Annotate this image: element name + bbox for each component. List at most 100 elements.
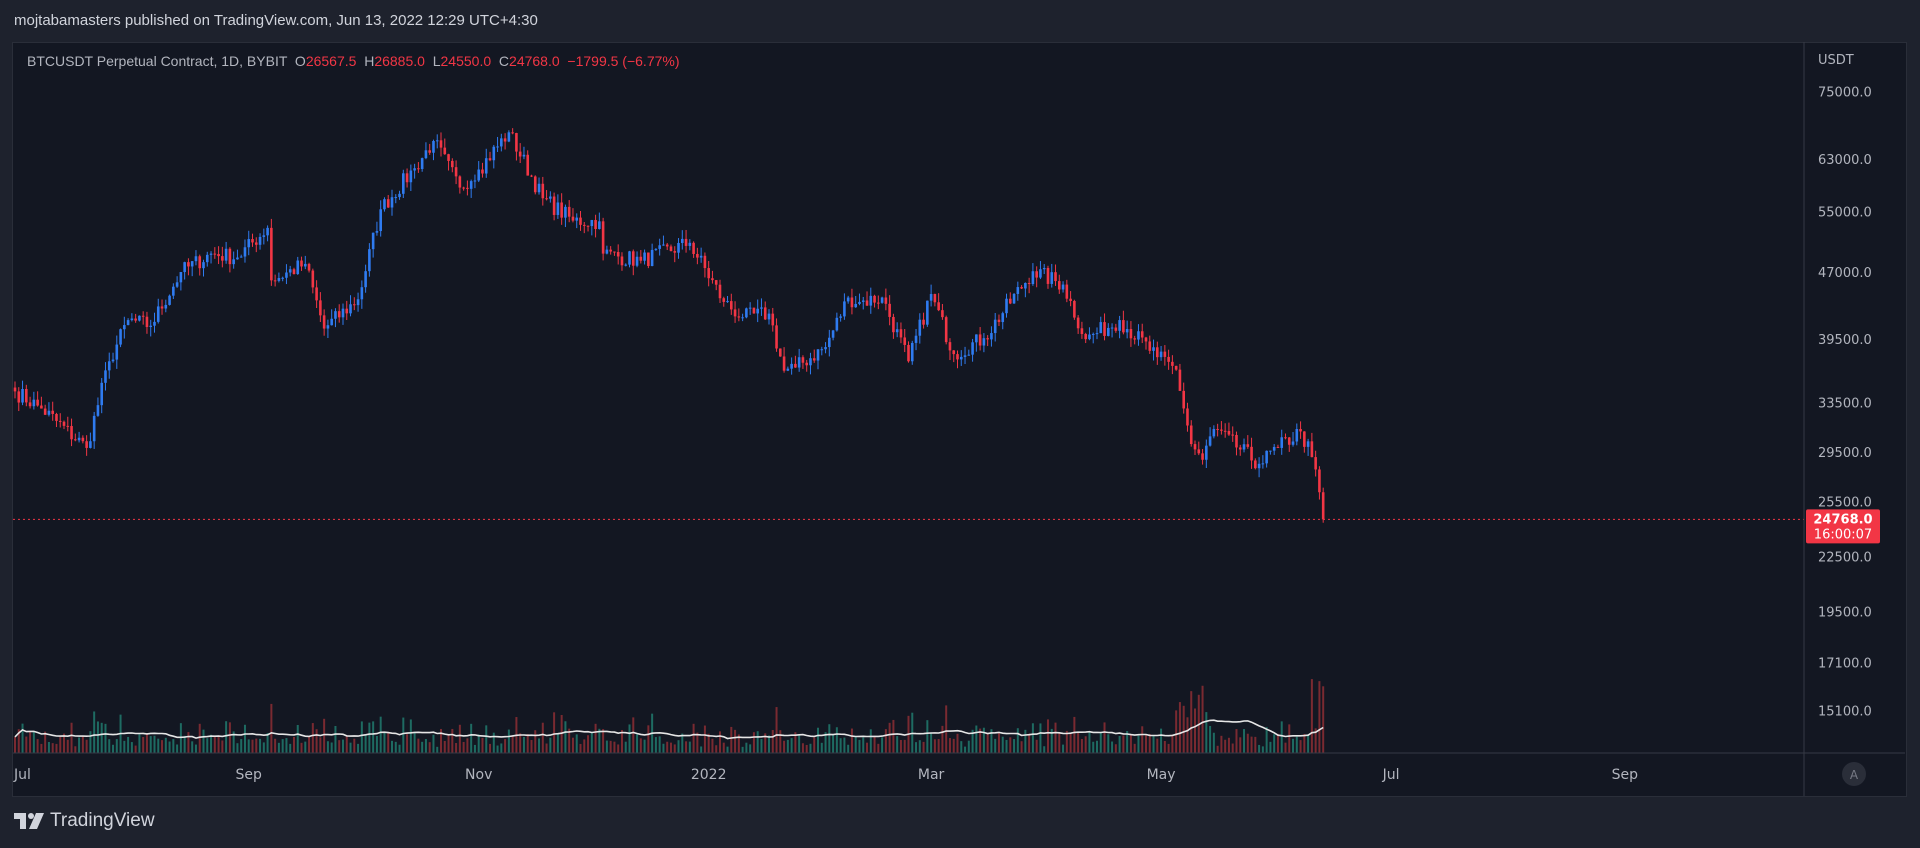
auto-scale-button[interactable]: A bbox=[1842, 762, 1866, 786]
volume-bar bbox=[839, 738, 842, 753]
candle bbox=[1061, 281, 1065, 293]
volume-bar bbox=[1073, 716, 1076, 753]
volume-bar bbox=[1099, 732, 1102, 753]
candle bbox=[564, 204, 567, 228]
candle bbox=[111, 352, 115, 363]
volume-bar bbox=[598, 728, 601, 753]
volume-bar bbox=[779, 730, 782, 753]
volume-bar bbox=[734, 729, 737, 753]
candle bbox=[322, 309, 326, 336]
candle bbox=[364, 264, 367, 293]
volume-bar bbox=[956, 733, 959, 753]
open-label: O bbox=[294, 53, 306, 69]
volume-bar bbox=[824, 732, 827, 753]
volume-bar bbox=[703, 725, 706, 753]
candle bbox=[556, 194, 560, 219]
time-tick-label: Mar bbox=[918, 767, 945, 783]
candle bbox=[839, 314, 842, 322]
candle bbox=[1027, 277, 1031, 294]
candle bbox=[1261, 455, 1265, 469]
chart-frame[interactable] bbox=[12, 42, 1907, 797]
candle bbox=[1246, 435, 1250, 449]
price-tick-label: 75000.0 bbox=[1818, 86, 1872, 101]
volume-bar bbox=[202, 729, 205, 753]
candle bbox=[183, 261, 186, 280]
volume-bar bbox=[251, 739, 254, 753]
volume-bar bbox=[681, 733, 684, 753]
volume-bar bbox=[1220, 735, 1223, 753]
volume-bar bbox=[602, 729, 605, 753]
volume-bar bbox=[70, 722, 73, 753]
candle bbox=[451, 158, 454, 173]
candle bbox=[254, 237, 258, 253]
volume-bar bbox=[1265, 727, 1268, 753]
volume-bar bbox=[259, 738, 262, 753]
symbol-description[interactable]: BTCUSDT Perpetual Contract, 1D, BYBIT bbox=[27, 53, 288, 69]
candle bbox=[424, 142, 428, 160]
volume-bar bbox=[1295, 736, 1298, 753]
volume-bar bbox=[1013, 739, 1016, 753]
candle bbox=[654, 248, 658, 251]
candle bbox=[205, 251, 209, 267]
candle bbox=[1287, 436, 1291, 452]
volume-bar bbox=[1062, 744, 1065, 753]
candle bbox=[394, 194, 398, 204]
candle bbox=[613, 251, 616, 256]
volume-bar bbox=[669, 742, 672, 753]
candle bbox=[1159, 346, 1163, 361]
volume-bar bbox=[1284, 742, 1287, 753]
candle bbox=[1208, 427, 1212, 447]
candle bbox=[285, 264, 288, 285]
candle bbox=[1024, 282, 1027, 298]
candle bbox=[1091, 332, 1095, 344]
candle bbox=[888, 295, 891, 326]
candle bbox=[153, 312, 156, 333]
candle bbox=[733, 301, 737, 323]
candle bbox=[458, 175, 462, 194]
candle bbox=[168, 294, 171, 306]
volume-bar bbox=[1167, 743, 1170, 753]
volume-bar bbox=[832, 734, 835, 753]
candle bbox=[1280, 429, 1284, 455]
volume-bar bbox=[500, 743, 503, 753]
candle bbox=[266, 225, 269, 242]
volume-bar bbox=[1205, 712, 1208, 753]
candle bbox=[745, 307, 748, 319]
volume-bar bbox=[372, 721, 375, 753]
volume-bar bbox=[417, 738, 420, 753]
price-tick-label: 17100.0 bbox=[1818, 656, 1872, 671]
candle bbox=[910, 340, 914, 365]
volume-bar bbox=[432, 734, 435, 753]
volume-bar bbox=[100, 722, 103, 753]
candle bbox=[1095, 327, 1099, 340]
volume-bar bbox=[1288, 724, 1291, 753]
candle bbox=[993, 312, 997, 342]
candle bbox=[1118, 315, 1121, 339]
candle bbox=[526, 150, 530, 176]
candle bbox=[1197, 441, 1201, 456]
candle bbox=[662, 235, 665, 246]
volume-bar bbox=[153, 735, 156, 753]
candle bbox=[711, 270, 714, 284]
candle bbox=[1295, 423, 1299, 446]
candle bbox=[635, 251, 639, 268]
volume-bar bbox=[1201, 685, 1204, 753]
volume-bar bbox=[17, 729, 20, 753]
volume-bar bbox=[711, 738, 714, 753]
volume-bar bbox=[349, 742, 352, 753]
candle bbox=[861, 296, 865, 310]
volume-bar bbox=[813, 737, 816, 753]
candle bbox=[929, 284, 933, 307]
volume-bar bbox=[379, 716, 382, 753]
volume-bar bbox=[636, 734, 639, 753]
candle bbox=[32, 391, 36, 410]
tradingview-brand[interactable]: TradingView bbox=[14, 810, 155, 832]
volume-bar bbox=[926, 720, 929, 753]
volume-bar bbox=[884, 729, 887, 753]
volume-bar bbox=[1001, 736, 1004, 753]
candle bbox=[1001, 311, 1005, 330]
volume-bar bbox=[221, 740, 224, 753]
volume-bar bbox=[1299, 740, 1302, 753]
volume-bar bbox=[409, 719, 412, 753]
